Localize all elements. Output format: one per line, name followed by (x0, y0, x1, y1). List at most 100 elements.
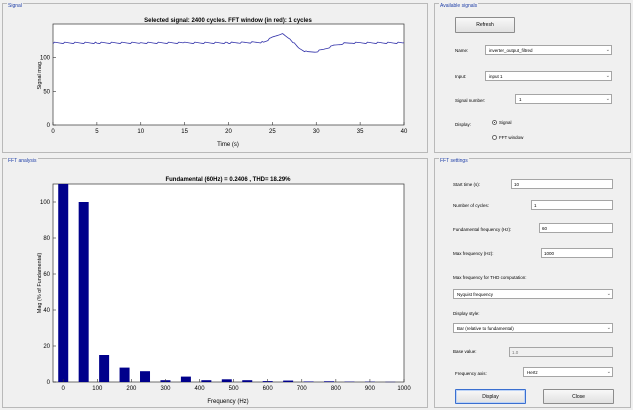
available-signals-title: Available signals (439, 3, 479, 9)
fft-bar (303, 381, 314, 382)
signal-number-label: Signal number: (455, 98, 486, 103)
freq-axis-label: Frequency axis: (455, 371, 487, 376)
fft-ylabel: Mag (% of Fundamental) (37, 253, 43, 314)
chevron-down-icon: ⌄ (605, 96, 610, 102)
signal-xtick-label: 0 (51, 129, 55, 135)
fft-xtick-label: 900 (365, 386, 376, 392)
chevron-down-icon: ⌄ (605, 73, 610, 79)
signal-ytick-label: 50 (43, 89, 50, 95)
base-value-input[interactable]: 1.0 (509, 347, 613, 357)
signal-xtick-label: 25 (269, 129, 276, 135)
fft-xtick-label: 700 (297, 386, 308, 392)
name-label: Name: (455, 48, 469, 53)
fft-panel-title: FFT analysis (7, 158, 38, 164)
fft-bar (58, 184, 69, 382)
fft-panel: FFT analysis 0 100 200 300 400 500 600 700 800 90… (2, 158, 428, 408)
fft-xlabel: Frequency (Hz) (207, 399, 248, 405)
fft-bar (324, 381, 335, 382)
fft-settings-title: FFT settings (439, 158, 469, 164)
thd-select[interactable]: Nyquist frequency ⌄ (453, 289, 613, 299)
fft-settings-panel: FFT settings Start time (s): 10 Number o… (434, 158, 631, 408)
chevron-down-icon: ⌄ (605, 47, 610, 53)
freq-axis-select[interactable]: Hertz ⌄ (523, 367, 613, 377)
radio-fft-window[interactable] (492, 135, 497, 140)
signal-xtick-label: 10 (137, 129, 144, 135)
fft-plot-area (52, 183, 405, 383)
signal-plot: 0 5 10 15 20 25 30 35 40 0 50 100 Selected signal: … (37, 18, 408, 148)
fund-freq-input[interactable]: 60 (539, 223, 613, 233)
fft-bar (78, 202, 89, 382)
display-button[interactable]: Display (455, 389, 526, 404)
signal-number-value: 1 (519, 97, 522, 102)
fft-xtick-label: 800 (331, 386, 342, 392)
chevron-down-icon: ⌄ (606, 291, 611, 297)
display-style-select[interactable]: Bar (relative to fundamental) ⌄ (453, 323, 613, 333)
fft-bar (140, 371, 151, 382)
radio-signal-label: Signal (499, 120, 512, 125)
fft-bar (283, 380, 294, 382)
fft-bar (221, 379, 232, 382)
start-time-label: Start time (s): (453, 182, 481, 187)
fft-xtick-label: 1000 (397, 386, 411, 392)
display-label: Display: (455, 122, 472, 127)
fft-bar (201, 380, 212, 382)
fft-xtick-label: 400 (195, 386, 206, 392)
fft-xtick-label: 500 (229, 386, 240, 392)
fft-ytick-label: 0 (47, 380, 51, 386)
signal-ytick-label: 100 (40, 56, 51, 62)
close-button[interactable]: Close (543, 389, 614, 404)
input-label: Input: (455, 74, 467, 79)
fft-xtick-label: 600 (263, 386, 274, 392)
fft-xtick-label: 300 (160, 386, 171, 392)
signal-series-line (52, 33, 405, 53)
input-select[interactable]: input 1 ⌄ (485, 71, 612, 81)
fft-xtick-label: 0 (62, 386, 66, 392)
max-freq-label: Max frequency (Hz): (453, 251, 494, 256)
signal-xtick-label: 5 (95, 129, 99, 135)
radio-fft-window-label: FFT window (499, 135, 524, 140)
display-style-value: Bar (relative to fundamental) (457, 326, 514, 331)
fft-xtick-label: 200 (126, 386, 137, 392)
freq-axis-value: Hertz (527, 370, 538, 375)
chevron-down-icon: ⌄ (606, 369, 611, 375)
base-value-label: Base value: (453, 349, 477, 354)
fft-plot-title: Fundamental (60Hz) = 0.2406 , THD= 18.29… (165, 177, 291, 183)
signal-panel: Signal 0 5 10 15 20 25 30 35 40 0 50 100 Selected s… (2, 3, 428, 153)
fft-ytick-label: 80 (43, 236, 50, 242)
name-select-value: inverter_output_filtred (489, 48, 533, 53)
fund-freq-label: Fundamental frequency (Hz): (453, 227, 512, 232)
signal-xtick-label: 15 (181, 129, 188, 135)
signal-ylabel: Signal mag. (37, 60, 43, 90)
thd-select-value: Nyquist frequency (457, 292, 494, 297)
fft-ytick-label: 100 (40, 200, 51, 206)
signal-panel-title: Signal (7, 3, 23, 9)
signal-xtick-label: 40 (401, 129, 408, 135)
signal-plot-title: Selected signal: 2400 cycles. FFT window… (144, 18, 312, 24)
fft-ytick-label: 60 (43, 272, 50, 278)
fft-bar (242, 380, 253, 382)
num-cycles-label: Number of cycles: (453, 203, 490, 208)
max-freq-input[interactable]: 1000 (541, 248, 613, 258)
fft-bar (99, 355, 110, 382)
signal-plot-area (52, 23, 405, 126)
signal-xtick-label: 30 (313, 129, 320, 135)
chevron-down-icon: ⌄ (606, 325, 611, 331)
fft-ytick-label: 40 (43, 308, 50, 314)
start-time-input[interactable]: 10 (511, 179, 613, 189)
num-cycles-input[interactable]: 1 (531, 200, 613, 210)
name-select[interactable]: inverter_output_filtred ⌄ (485, 45, 612, 55)
refresh-button[interactable]: Refresh (455, 17, 515, 33)
signal-xtick-label: 35 (357, 129, 364, 135)
signal-xlabel: Time (s) (217, 142, 239, 148)
signal-number-select[interactable]: 1 ⌄ (515, 94, 612, 104)
signal-xtick-label: 20 (225, 129, 232, 135)
radio-signal[interactable] (492, 120, 497, 125)
fft-bar (180, 376, 191, 382)
input-select-value: input 1 (489, 74, 503, 79)
fft-bar (119, 367, 130, 382)
fft-xtick-label: 100 (92, 386, 103, 392)
signal-ytick-label: 0 (47, 123, 51, 129)
fft-ytick-label: 20 (43, 344, 50, 350)
display-style-label: Display style: (453, 311, 480, 316)
available-signals-panel: Available signals Refresh Name: inverter… (434, 3, 631, 153)
